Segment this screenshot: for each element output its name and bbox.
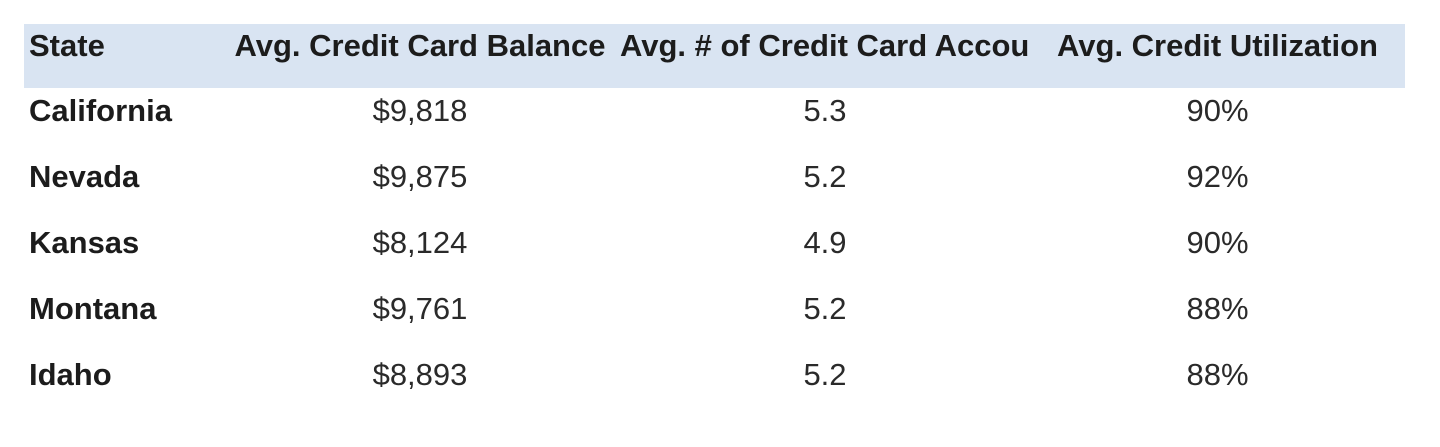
cell-avg-balance: $9,818 [220,88,620,154]
cell-avg-balance: $9,875 [220,154,620,220]
cell-avg-balance: $8,893 [220,352,620,418]
cell-avg-accounts: 5.3 [620,88,1030,154]
cell-state: Kansas [24,220,220,286]
cell-avg-accounts: 5.2 [620,286,1030,352]
cell-avg-accounts: 4.9 [620,220,1030,286]
cell-avg-utilization: 90% [1030,88,1405,154]
table-header: State Avg. Credit Card Balance Avg. # of… [24,24,1405,88]
cell-state: Nevada [24,154,220,220]
cell-avg-balance: $9,761 [220,286,620,352]
table-row: Kansas $8,124 4.9 90% [24,220,1405,286]
table-body: California $9,818 5.3 90% Nevada $9,875 … [24,88,1405,418]
column-header-avg-balance: Avg. Credit Card Balance [220,24,620,88]
cell-avg-accounts: 5.2 [620,352,1030,418]
cell-avg-balance: $8,124 [220,220,620,286]
cell-avg-utilization: 88% [1030,352,1405,418]
cell-avg-utilization: 88% [1030,286,1405,352]
column-header-avg-utilization: Avg. Credit Utilization [1030,24,1405,88]
cell-state: California [24,88,220,154]
table-row: Idaho $8,893 5.2 88% [24,352,1405,418]
cell-avg-accounts: 5.2 [620,154,1030,220]
table-row: Nevada $9,875 5.2 92% [24,154,1405,220]
cell-state: Montana [24,286,220,352]
column-header-state: State [24,24,220,88]
cell-state: Idaho [24,352,220,418]
credit-stats-table: State Avg. Credit Card Balance Avg. # of… [24,24,1405,418]
table-row: California $9,818 5.3 90% [24,88,1405,154]
header-row: State Avg. Credit Card Balance Avg. # of… [24,24,1405,88]
column-header-avg-accounts: Avg. # of Credit Card Accounts [620,24,1030,88]
cell-avg-utilization: 92% [1030,154,1405,220]
cell-avg-utilization: 90% [1030,220,1405,286]
table-row: Montana $9,761 5.2 88% [24,286,1405,352]
